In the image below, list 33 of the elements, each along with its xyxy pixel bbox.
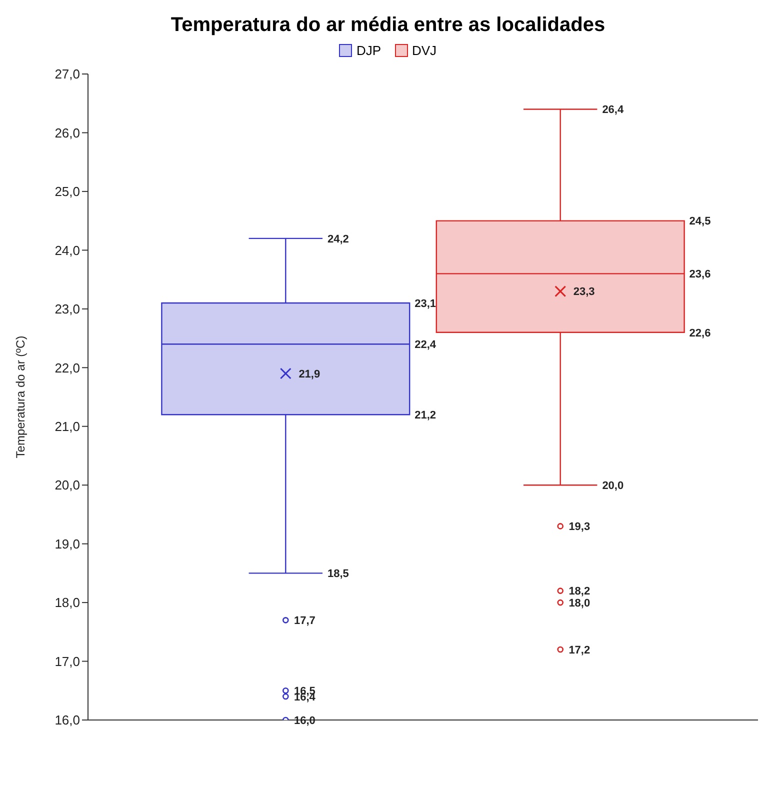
text: 21,9 bbox=[298, 368, 320, 380]
text: 19,3 bbox=[568, 521, 590, 534]
y-tick-label: 22,0 bbox=[54, 360, 80, 376]
y-axis-title: Temperatura do ar (ºC) bbox=[13, 336, 28, 458]
text: 18,2 bbox=[568, 586, 590, 598]
text: 24,2 bbox=[328, 233, 349, 246]
text: 21,2 bbox=[414, 410, 436, 422]
y-tick-label: 19,0 bbox=[54, 536, 80, 552]
text: 23,6 bbox=[689, 268, 711, 281]
text: 22,6 bbox=[689, 327, 711, 340]
y-tick-label: 24,0 bbox=[54, 242, 80, 258]
text: 20,0 bbox=[602, 480, 624, 492]
chart-title: Temperatura do ar média entre as localidades bbox=[170, 14, 606, 37]
y-tick-label: 18,0 bbox=[54, 595, 80, 610]
y-tick-label: 20,0 bbox=[54, 478, 80, 493]
text: 18,5 bbox=[328, 568, 349, 580]
text: 26,4 bbox=[602, 104, 624, 116]
text: 24,5 bbox=[689, 216, 711, 228]
legend-label: DVJ bbox=[412, 43, 437, 58]
text: 22,4 bbox=[414, 339, 436, 352]
text: 18,0 bbox=[568, 597, 590, 610]
text: 17,7 bbox=[294, 615, 316, 628]
text: 17,2 bbox=[568, 644, 590, 656]
text: 23,3 bbox=[573, 286, 595, 298]
y-tick-label: 27,0 bbox=[54, 66, 80, 82]
text: 23,1 bbox=[414, 298, 436, 310]
y-tick-label: 16,0 bbox=[54, 712, 80, 728]
legend-label: DJP bbox=[356, 43, 381, 58]
y-tick-label: 17,0 bbox=[54, 654, 80, 669]
y-tick-label: 23,0 bbox=[54, 302, 80, 317]
y-tick-label: 21,0 bbox=[54, 418, 80, 434]
y-tick-label: 25,0 bbox=[54, 184, 80, 200]
y-tick-label: 26,0 bbox=[54, 125, 80, 140]
